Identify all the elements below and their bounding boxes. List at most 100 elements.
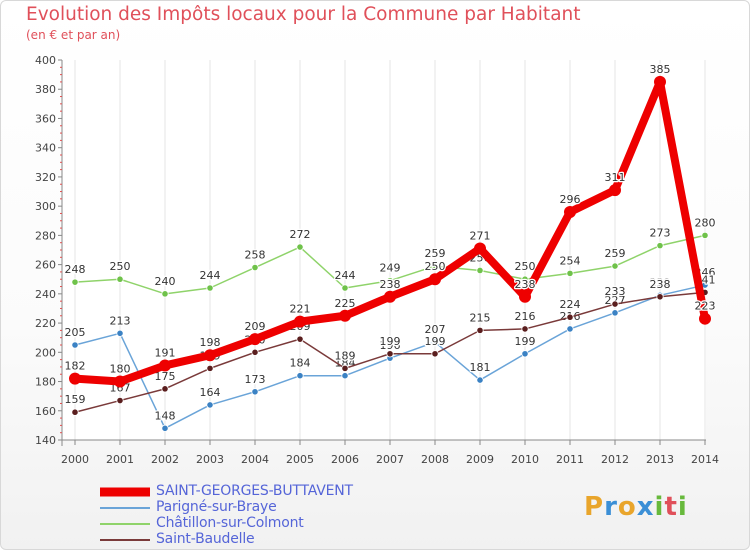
data-point-saint-georges-buttavent — [294, 315, 306, 328]
logo-letter: o — [617, 492, 637, 522]
data-point-chatillon-sur-colmont — [566, 269, 574, 277]
data-point-saint-georges-buttavent — [249, 333, 261, 346]
data-point-saint-baudelle — [521, 325, 529, 333]
x-tick-label: 2003 — [196, 453, 224, 466]
data-point-saint-georges-buttavent — [384, 290, 396, 303]
data-point-parigne-sur-braye — [161, 424, 169, 432]
legend-item-chatillon-sur-colmont[interactable]: Châtillon-sur-Colmont — [100, 515, 400, 532]
x-tick-label: 2011 — [556, 453, 584, 466]
y-tick-label: 400 — [35, 54, 56, 67]
data-point-chatillon-sur-colmont — [611, 262, 619, 270]
data-point-chatillon-sur-colmont — [251, 263, 259, 272]
y-tick-label: 380 — [35, 83, 56, 96]
legend-swatch-saint-georges-buttavent — [100, 487, 150, 497]
data-label-chatillon-sur-colmont: 259 — [425, 247, 446, 260]
y-tick-label: 140 — [35, 434, 56, 447]
data-point-parigne-sur-braye — [611, 309, 619, 317]
data-point-chatillon-sur-colmont — [116, 275, 124, 283]
x-tick-label: 2002 — [151, 453, 179, 466]
data-point-chatillon-sur-colmont — [701, 231, 709, 239]
data-label-chatillon-sur-colmont: 240 — [155, 275, 176, 288]
data-point-parigne-sur-braye — [431, 338, 439, 346]
data-label-saint-georges-buttavent: 198 — [200, 336, 221, 349]
data-label-parigne-sur-braye: 213 — [110, 314, 131, 327]
x-tick-label: 2012 — [601, 453, 629, 466]
proxiti-logo: Proxiti — [584, 492, 688, 522]
data-point-chatillon-sur-colmont — [161, 290, 169, 298]
legend-swatch-saint-baudelle — [100, 539, 150, 541]
legend-label-saint-georges-buttavent: SAINT-GEORGES-BUTTAVENT — [156, 483, 353, 499]
data-point-saint-baudelle — [476, 326, 484, 334]
data-label-chatillon-sur-colmont: 272 — [290, 228, 311, 241]
legend-label-saint-baudelle: Saint-Baudelle — [156, 531, 255, 547]
chart-title: Evolution des Impôts locaux pour la Comm… — [26, 4, 581, 25]
legend-item-saint-georges-buttavent[interactable]: SAINT-GEORGES-BUTTAVENT — [100, 483, 400, 500]
legend-label-chatillon-sur-colmont: Châtillon-sur-Colmont — [156, 515, 304, 531]
data-point-saint-georges-buttavent — [69, 372, 81, 385]
data-label-chatillon-sur-colmont: 280 — [695, 216, 716, 229]
x-tick-label: 2008 — [421, 453, 449, 466]
data-label-saint-baudelle: 189 — [335, 349, 356, 362]
data-point-saint-baudelle — [251, 348, 259, 356]
data-point-parigne-sur-braye — [566, 325, 574, 333]
data-label-saint-georges-buttavent: 180 — [110, 363, 131, 376]
data-point-saint-baudelle — [566, 313, 574, 321]
x-tick-label: 2007 — [376, 453, 404, 466]
y-tick-label: 220 — [35, 317, 56, 330]
data-point-chatillon-sur-colmont — [71, 278, 79, 286]
data-point-saint-georges-buttavent — [519, 290, 531, 303]
data-label-parigne-sur-braye: 181 — [470, 361, 491, 374]
data-point-chatillon-sur-colmont — [476, 266, 484, 275]
data-label-chatillon-sur-colmont: 254 — [560, 254, 581, 267]
data-label-chatillon-sur-colmont: 273 — [650, 227, 671, 240]
data-point-saint-georges-buttavent — [474, 242, 486, 255]
data-label-saint-baudelle: 159 — [65, 393, 86, 406]
data-label-chatillon-sur-colmont: 250 — [515, 260, 536, 273]
data-label-saint-baudelle: 224 — [560, 298, 581, 311]
data-label-parigne-sur-braye: 207 — [425, 323, 446, 336]
logo-letter: x — [636, 492, 655, 522]
data-label-saint-georges-buttavent: 271 — [470, 230, 491, 243]
data-point-saint-georges-buttavent — [609, 184, 621, 197]
x-tick-label: 2009 — [466, 453, 494, 466]
x-tick-label: 2004 — [241, 453, 269, 466]
data-point-chatillon-sur-colmont — [656, 242, 664, 250]
data-point-parigne-sur-braye — [251, 388, 259, 396]
data-label-chatillon-sur-colmont: 244 — [200, 269, 221, 282]
data-label-saint-georges-buttavent: 385 — [650, 63, 671, 76]
data-label-parigne-sur-braye: 205 — [65, 326, 86, 339]
data-label-saint-baudelle: 199 — [425, 335, 446, 348]
data-point-parigne-sur-braye — [521, 350, 529, 358]
data-label-parigne-sur-braye: 148 — [155, 409, 176, 422]
data-point-parigne-sur-braye — [206, 401, 214, 409]
data-label-saint-baudelle: 199 — [380, 335, 401, 348]
data-label-chatillon-sur-colmont: 258 — [245, 249, 266, 262]
legend-item-parigne-sur-braye[interactable]: Parigné-sur-Braye — [100, 499, 400, 516]
data-point-saint-baudelle — [341, 364, 349, 372]
data-label-parigne-sur-braye: 199 — [515, 335, 536, 348]
data-point-chatillon-sur-colmont — [341, 284, 349, 292]
data-point-chatillon-sur-colmont — [206, 284, 214, 292]
data-point-saint-baudelle — [656, 293, 664, 301]
data-label-saint-georges-buttavent: 191 — [155, 346, 176, 359]
data-label-chatillon-sur-colmont: 259 — [605, 247, 626, 260]
data-point-saint-baudelle — [206, 364, 214, 372]
data-point-saint-baudelle — [71, 408, 79, 416]
data-point-saint-georges-buttavent — [699, 312, 711, 325]
data-point-parigne-sur-braye — [341, 372, 349, 380]
data-point-saint-georges-buttavent — [159, 359, 171, 372]
data-label-saint-baudelle: 175 — [155, 370, 176, 383]
x-tick-label: 2010 — [511, 453, 539, 466]
legend-item-saint-baudelle[interactable]: Saint-Baudelle — [100, 531, 400, 548]
data-point-saint-georges-buttavent — [654, 75, 666, 88]
data-point-saint-georges-buttavent — [429, 273, 441, 286]
x-tick-label: 2000 — [61, 453, 89, 466]
y-tick-label: 240 — [35, 288, 56, 301]
logo-letter: i — [677, 492, 688, 522]
legend: SAINT-GEORGES-BUTTAVENT Parigné-sur-Bray… — [100, 483, 400, 548]
data-point-parigne-sur-braye — [296, 372, 304, 380]
data-label-saint-georges-buttavent: 238 — [380, 278, 401, 291]
data-label-saint-georges-buttavent: 311 — [605, 171, 626, 184]
data-label-parigne-sur-braye: 173 — [245, 373, 266, 386]
y-tick-label: 260 — [35, 259, 56, 272]
